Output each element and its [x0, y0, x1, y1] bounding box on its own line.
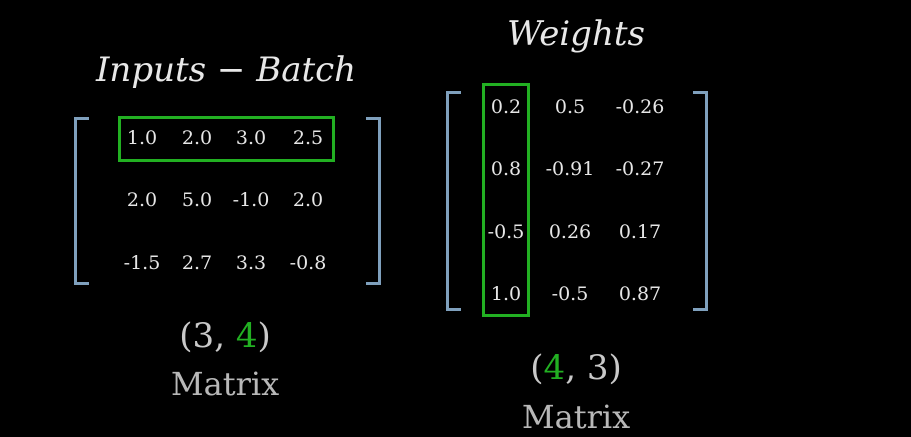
weights-cell: 0.2	[490, 96, 522, 118]
weights-cell: 1.0	[490, 283, 522, 305]
weights-cell: -0.26	[615, 96, 665, 118]
inputs-shape: (3, 4)	[125, 316, 325, 356]
weights-shape-cols: 3	[586, 348, 609, 388]
weights-cell: -0.5	[487, 221, 525, 243]
inputs-title: Inputs − Batch	[96, 50, 357, 90]
weights-shape: (4, 3)	[476, 348, 676, 388]
inputs-cell: 2.0	[126, 189, 158, 211]
inputs-cell: -0.8	[289, 252, 327, 274]
weights-cell: -0.27	[615, 158, 665, 180]
weights-shape-rows: 4	[543, 348, 566, 388]
weights-cell: 0.26	[548, 221, 592, 243]
weights-cell: -0.91	[545, 158, 595, 180]
weights-cell: 0.87	[618, 283, 662, 305]
inputs-shape-sep: ,	[214, 316, 236, 356]
inputs-cell: 3.0	[235, 127, 267, 149]
inputs-cell: 2.0	[181, 127, 213, 149]
weights-right-bracket	[693, 91, 708, 311]
weights-cell: -0.5	[551, 283, 589, 305]
inputs-cell: 1.0	[126, 127, 158, 149]
weights-shape-open: (	[530, 348, 544, 388]
inputs-cell: 5.0	[181, 189, 213, 211]
weights-label: Matrix	[521, 398, 631, 436]
inputs-shape-open: (	[179, 316, 193, 356]
inputs-shape-cols: 4	[235, 316, 258, 356]
inputs-shape-rows: 3	[192, 316, 215, 356]
inputs-cell: 2.7	[181, 252, 213, 274]
weights-column-highlight	[482, 83, 530, 317]
weights-shape-close: )	[608, 348, 622, 388]
weights-left-bracket	[446, 91, 461, 311]
inputs-row-highlight	[118, 116, 335, 162]
weights-cell: 0.17	[618, 221, 662, 243]
inputs-cell: -1.0	[232, 189, 270, 211]
inputs-left-bracket	[74, 117, 89, 285]
weights-cell: 0.8	[490, 158, 522, 180]
inputs-shape-close: )	[257, 316, 271, 356]
inputs-cell: 2.0	[292, 189, 324, 211]
weights-cell: 0.5	[554, 96, 586, 118]
inputs-cell: -1.5	[123, 252, 161, 274]
weights-title: Weights	[507, 14, 645, 54]
inputs-label: Matrix	[170, 365, 280, 403]
inputs-cell: 3.3	[235, 252, 267, 274]
inputs-cell: 2.5	[292, 127, 324, 149]
inputs-right-bracket	[366, 117, 381, 285]
weights-shape-sep: ,	[565, 348, 587, 388]
